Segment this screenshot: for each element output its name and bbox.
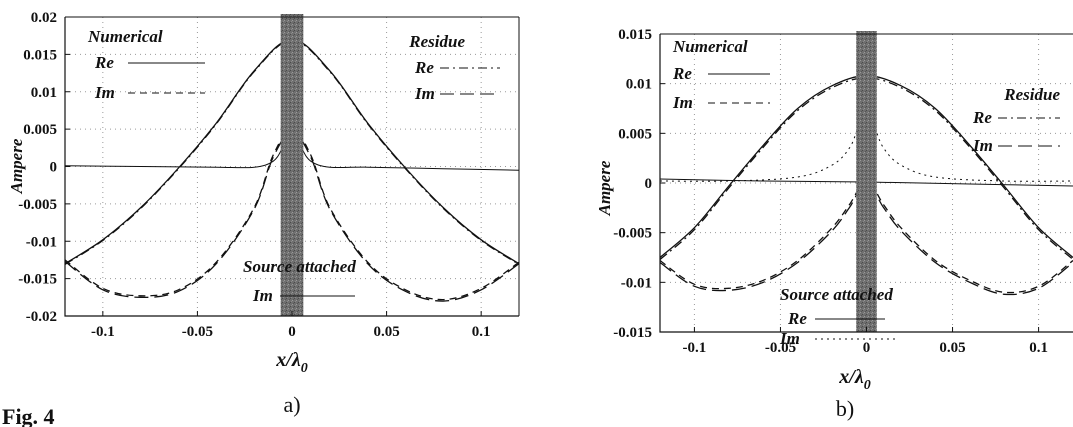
legend-entry-label: Re <box>414 58 434 77</box>
y-tick-label: -0.02 <box>26 309 57 325</box>
caption-a: a) <box>283 392 300 417</box>
legend-title-source-attached: Source attached <box>243 257 356 276</box>
x-tick-label: 0 <box>288 324 296 340</box>
x-axis-label: x/λ0 <box>275 349 307 376</box>
y-tick-label: -0.01 <box>621 275 652 291</box>
y-tick-label: -0.015 <box>613 325 652 341</box>
y-tick-label: 0.015 <box>23 47 57 63</box>
y-tick-label: 0.02 <box>31 10 57 26</box>
x-tick-label: 0.05 <box>939 340 965 356</box>
y-axis-label: Ampere <box>7 138 26 194</box>
legend-title-residue: Residue <box>408 32 465 51</box>
legend-entry-label: Im <box>252 286 273 305</box>
y-tick-label: 0.015 <box>618 27 652 43</box>
source-region-band <box>280 14 304 316</box>
x-tick-label: -0.05 <box>765 340 796 356</box>
y-tick-label: 0 <box>645 176 653 192</box>
legend-title-numerical: Numerical <box>672 37 748 56</box>
x-axis-label: x/λ0 <box>838 366 870 393</box>
x-tick-label: -0.1 <box>683 340 707 356</box>
y-axis-label: Ampere <box>595 160 614 216</box>
series-residue-im-line <box>659 182 1073 296</box>
x-tick-label: -0.05 <box>182 324 213 340</box>
y-tick-label: 0.005 <box>618 126 652 142</box>
legend-title-residue: Residue <box>1003 85 1060 104</box>
chart-panel-b: -0.1 -0.05 0 0.05 0.1 -0.015 -0.01 -0.005 0 0.005… <box>595 27 1073 393</box>
legend-entry-label: Im <box>414 84 435 103</box>
caption-b: b) <box>836 396 854 421</box>
series-source-attached-im-line <box>659 107 1073 182</box>
x-tick-label: 0.1 <box>472 324 491 340</box>
x-tick-label: 0.1 <box>1029 340 1048 356</box>
x-tick-label: 0.05 <box>373 324 399 340</box>
legend-entry-label: Re <box>972 108 992 127</box>
x-tick-label: -0.1 <box>91 324 115 340</box>
legend-entry-label: Re <box>672 64 692 83</box>
legend-entry-label: Re <box>94 53 114 72</box>
legend-title-source-attached: Source attached <box>780 285 893 304</box>
y-tick-label: 0.01 <box>31 85 57 101</box>
y-tick-label: -0.005 <box>18 197 57 213</box>
y-tick-label: 0.01 <box>626 77 652 93</box>
y-tick-label: 0.005 <box>23 122 57 138</box>
series-residue-re-line <box>64 39 520 265</box>
legend-entry-label: Im <box>94 83 115 102</box>
y-tick-label: 0 <box>50 160 58 176</box>
legend-entry-label: Im <box>972 136 993 155</box>
chart-panel-a: -0.1 -0.05 0 0.05 0.1 -0.02 -0.015 -0.01 -0.005 0… <box>7 10 520 376</box>
x-tick-label: 0 <box>863 340 871 356</box>
y-tick-label: -0.015 <box>18 272 57 288</box>
source-region-band <box>856 31 877 332</box>
legend-entry-label: Im <box>672 93 693 112</box>
legend-title-numerical: Numerical <box>87 27 163 46</box>
legend-entry-label: Re <box>787 309 807 328</box>
y-tick-label: -0.005 <box>613 226 652 242</box>
figure-label: Fig. 4 <box>2 404 55 427</box>
legend-entry-label: Im <box>779 329 800 348</box>
y-tick-label: -0.01 <box>26 234 57 250</box>
